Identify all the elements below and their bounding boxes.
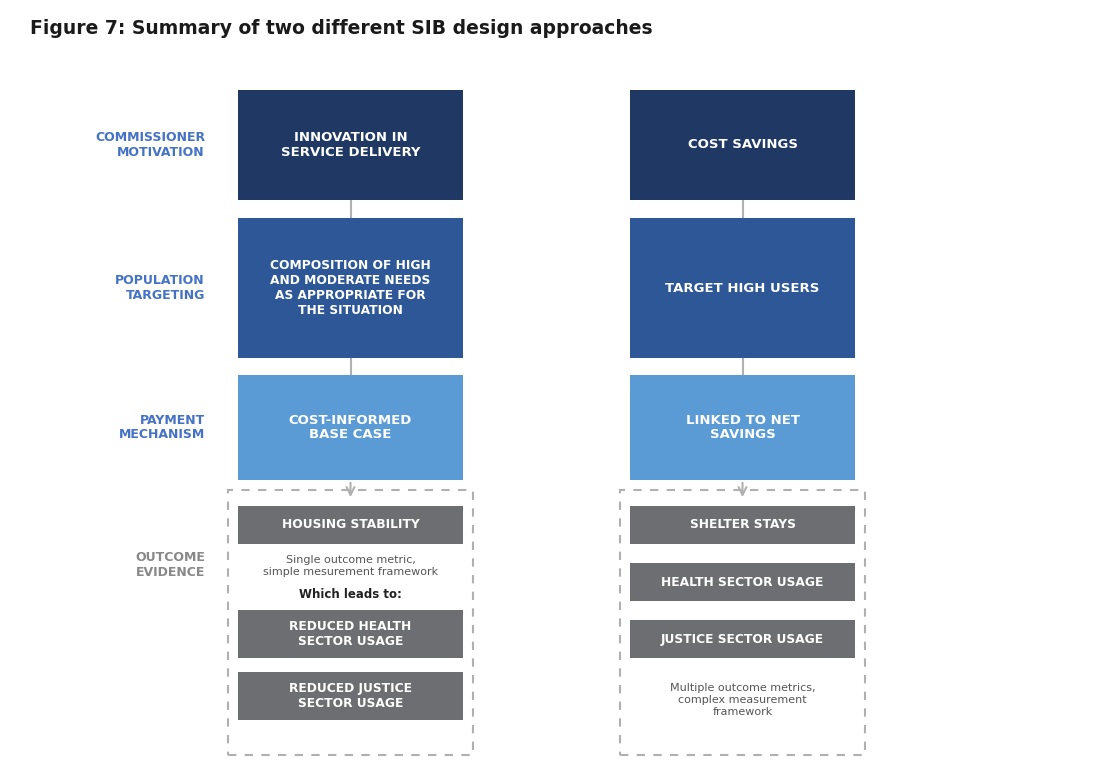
Bar — [630, 506, 855, 544]
Text: COMPOSITION OF HIGH
AND MODERATE NEEDS
AS APPROPRIATE FOR
THE SITUATION: COMPOSITION OF HIGH AND MODERATE NEEDS A… — [270, 259, 430, 317]
Text: OUTCOME
EVIDENCE: OUTCOME EVIDENCE — [135, 551, 205, 579]
Bar — [630, 563, 855, 601]
Text: HOUSING STABILITY: HOUSING STABILITY — [281, 518, 419, 532]
Text: INNOVATION IN
SERVICE DELIVERY: INNOVATION IN SERVICE DELIVERY — [280, 131, 420, 159]
Text: HEALTH SECTOR USAGE: HEALTH SECTOR USAGE — [661, 576, 823, 588]
Bar — [238, 672, 463, 720]
Bar — [238, 610, 463, 658]
Text: LINKED TO NET
SAVINGS: LINKED TO NET SAVINGS — [685, 414, 799, 442]
Text: TARGET HIGH USERS: TARGET HIGH USERS — [666, 282, 820, 295]
Text: COST SAVINGS: COST SAVINGS — [688, 138, 797, 151]
Text: SHELTER STAYS: SHELTER STAYS — [690, 518, 795, 532]
Bar — [238, 375, 463, 480]
Bar — [630, 620, 855, 658]
Text: REDUCED JUSTICE
SECTOR USAGE: REDUCED JUSTICE SECTOR USAGE — [289, 682, 412, 710]
Text: Multiple outcome metrics,
complex measurement
framework: Multiple outcome metrics, complex measur… — [670, 684, 816, 716]
Text: COMMISSIONER
MOTIVATION: COMMISSIONER MOTIVATION — [95, 131, 205, 159]
Text: POPULATION
TARGETING: POPULATION TARGETING — [115, 274, 205, 302]
Bar — [620, 490, 865, 755]
Bar — [228, 490, 473, 755]
Bar — [238, 506, 463, 544]
Text: REDUCED HEALTH
SECTOR USAGE: REDUCED HEALTH SECTOR USAGE — [289, 620, 412, 648]
Text: PAYMENT
MECHANISM: PAYMENT MECHANISM — [118, 414, 205, 442]
Bar — [630, 375, 855, 480]
Text: JUSTICE SECTOR USAGE: JUSTICE SECTOR USAGE — [661, 632, 825, 646]
Bar — [630, 90, 855, 200]
Text: COST-INFORMED
BASE CASE: COST-INFORMED BASE CASE — [289, 414, 412, 442]
Bar — [630, 218, 855, 358]
Text: Which leads to:: Which leads to: — [299, 587, 402, 601]
Text: Single outcome metric,
simple mesurement framework: Single outcome metric, simple mesurement… — [263, 555, 438, 577]
Bar — [238, 218, 463, 358]
Text: Figure 7: Summary of two different SIB design approaches: Figure 7: Summary of two different SIB d… — [30, 19, 653, 37]
Bar — [238, 90, 463, 200]
